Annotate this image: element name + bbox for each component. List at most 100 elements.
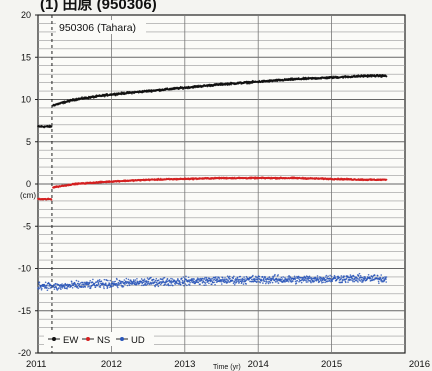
data-point (111, 281, 114, 283)
x-tick-label: 2011 (26, 359, 46, 370)
data-point (127, 278, 130, 281)
data-point (98, 278, 101, 281)
data-point (260, 280, 263, 282)
data-point (197, 281, 200, 284)
data-point (261, 275, 264, 278)
data-point (102, 286, 105, 288)
data-point (339, 276, 341, 279)
data-point (110, 285, 113, 288)
data-point (193, 278, 195, 280)
data-point (382, 276, 385, 279)
data-point (171, 284, 174, 287)
data-point (238, 281, 240, 284)
data-point (242, 283, 245, 285)
data-point (277, 282, 280, 284)
data-point (183, 280, 186, 283)
data-point (164, 283, 166, 286)
data-point (268, 276, 271, 278)
data-point (66, 287, 68, 290)
data-point (252, 274, 254, 277)
data-point (221, 278, 224, 281)
data-point (107, 279, 109, 282)
data-point (53, 288, 56, 290)
x-tick-label: 2014 (248, 359, 269, 370)
data-point (181, 277, 183, 280)
y-tick-label: -15 (18, 306, 31, 316)
data-point (50, 284, 53, 287)
station-label: 950306 (Tahara) (59, 22, 136, 34)
data-point (343, 275, 346, 278)
data-point (82, 281, 84, 284)
data-point (281, 278, 284, 280)
data-point (177, 278, 179, 281)
data-point (122, 280, 124, 283)
data-point (46, 289, 49, 292)
data-point (358, 272, 361, 275)
data-point (146, 277, 149, 279)
data-point (213, 281, 215, 284)
data-point (218, 277, 220, 280)
data-point (352, 280, 354, 283)
data-point (91, 281, 94, 284)
x-tick-label: 2016 (409, 359, 430, 370)
data-point (154, 279, 157, 282)
legend-label: EW (63, 335, 78, 346)
data-point (136, 277, 138, 280)
data-point (145, 280, 148, 282)
data-point (322, 281, 324, 284)
data-point (141, 284, 143, 287)
data-point (88, 281, 91, 284)
data-point (277, 274, 279, 276)
x-tick-label: 2015 (321, 359, 342, 370)
data-point (44, 281, 47, 284)
data-point (122, 285, 125, 288)
data-point (295, 277, 297, 279)
data-point (231, 279, 234, 282)
data-point (211, 283, 213, 286)
x-tick-label: 2013 (174, 359, 195, 370)
data-point (220, 283, 223, 285)
data-point (233, 275, 235, 278)
data-point (264, 276, 267, 279)
data-point (379, 277, 382, 279)
data-point (271, 281, 274, 284)
data-point (186, 284, 188, 287)
data-point (117, 281, 120, 284)
legend-swatch-marker (52, 337, 56, 341)
data-point (188, 284, 191, 286)
data-point (292, 280, 294, 282)
data-point (287, 280, 290, 283)
data-point (377, 280, 380, 283)
data-point (272, 275, 274, 278)
data-point (135, 283, 138, 286)
data-point (265, 281, 268, 283)
data-point (199, 283, 201, 285)
data-point (351, 277, 354, 280)
data-point (167, 284, 170, 287)
y-tick-label: 15 (21, 52, 31, 62)
data-point (262, 277, 265, 280)
data-point (157, 285, 160, 288)
data-point (334, 276, 336, 278)
data-point (106, 286, 109, 288)
data-point (138, 282, 141, 285)
data-point (174, 283, 177, 285)
data-point (328, 279, 331, 282)
data-point (181, 279, 184, 282)
data-point (116, 278, 118, 281)
data-point (269, 281, 272, 284)
data-point (376, 274, 379, 277)
legend-label: UD (131, 335, 145, 346)
data-point (84, 286, 87, 288)
data-point (262, 282, 264, 284)
data-point (385, 276, 388, 278)
data-point (46, 287, 48, 289)
data-point (357, 281, 359, 283)
data-point (359, 275, 362, 277)
data-point (50, 125, 53, 128)
grid-lines (38, 15, 405, 353)
y-tick-label: -10 (18, 264, 31, 274)
data-point (103, 278, 106, 281)
data-point (224, 277, 226, 279)
data-point (258, 275, 261, 278)
